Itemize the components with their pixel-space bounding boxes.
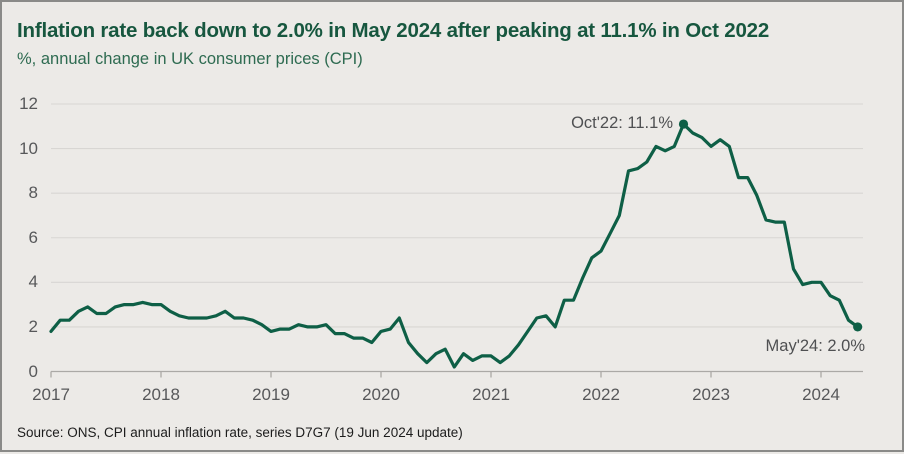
x-axis-label: 2017	[32, 385, 70, 404]
peak-marker-dot	[678, 119, 689, 129]
x-axis-label: 2019	[252, 385, 290, 404]
x-axis-label: 2024	[802, 385, 840, 404]
x-axis-ticks	[50, 371, 822, 378]
gridlines	[51, 103, 863, 373]
y-axis-label: 4	[28, 272, 38, 292]
y-axis-label: 2	[28, 316, 38, 336]
source-note: Source: ONS, CPI annual inflation rate, …	[17, 425, 463, 440]
y-axis-label: 12	[19, 94, 38, 113]
cpi-line	[49, 122, 860, 369]
chart-title: Inflation rate back down to 2.0% in May …	[17, 19, 770, 42]
latest-annotation: May'24: 2.0%	[765, 337, 865, 355]
x-axis-label: 2022	[582, 385, 620, 404]
x-axis-label: 2020	[362, 385, 400, 404]
peak-annotation: Oct'22: 11.1%	[571, 114, 673, 132]
y-axis-label: 6	[28, 227, 38, 247]
x-axis-label: 2021	[472, 385, 510, 404]
x-axis-label: 2023	[692, 385, 730, 404]
chart-subtitle: %, annual change in UK consumer prices (…	[17, 50, 363, 68]
y-axis-label: 10	[19, 138, 38, 158]
x-axis-label: 2018	[142, 385, 180, 404]
latest-marker-dot	[853, 322, 863, 332]
y-axis-label: 8	[28, 183, 38, 203]
y-axis-label: 0	[28, 361, 38, 381]
